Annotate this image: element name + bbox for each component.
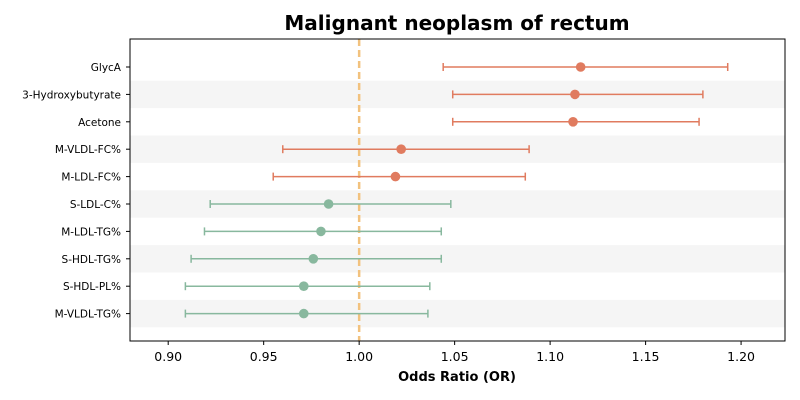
or-point [298, 308, 309, 319]
or-point [568, 117, 578, 127]
or-point [396, 144, 406, 154]
category-label: S-LDL-C% [70, 199, 121, 211]
x-tick-label: 0.95 [250, 349, 278, 364]
plot-frame [129, 38, 786, 342]
category-label: S-HDL-TG% [62, 254, 121, 266]
category-label: M-VLDL-TG% [55, 309, 121, 321]
category-label: S-HDL-PL% [63, 281, 121, 293]
x-tick-label: 1.15 [632, 349, 660, 364]
or-point [298, 281, 309, 292]
x-tick-label: 1.20 [727, 349, 755, 364]
category-label: M-LDL-FC% [61, 172, 121, 184]
x-axis-label: Odds Ratio (OR) [398, 370, 516, 385]
category-label: GlycA [91, 62, 122, 74]
y-axis: GlycA 3-Hydroxybutyrate Acetone M-VLDL-FC% M… [22, 62, 130, 321]
x-tick-label: 1.10 [536, 349, 564, 364]
x-axis: 0.90 0.95 1.00 1.05 1.10 1.15 1.20 [154, 341, 755, 364]
category-label: M-LDL-TG% [61, 226, 121, 238]
or-point [316, 226, 326, 237]
or-point [575, 62, 586, 72]
or-point [308, 253, 319, 264]
or-point [390, 171, 401, 182]
category-label: M-VLDL-FC% [55, 144, 121, 156]
category-label: 3-Hydroxybutyrate [22, 89, 121, 101]
x-tick-label: 0.90 [154, 349, 182, 364]
or-point [323, 199, 334, 209]
or-point [570, 89, 580, 100]
x-tick-label: 1.00 [345, 349, 373, 364]
odds-ratio-points [298, 62, 586, 319]
chart-title: Malignant neoplasm of rectum [284, 11, 629, 35]
x-tick-label: 1.05 [441, 349, 469, 364]
category-label: Acetone [78, 117, 121, 129]
